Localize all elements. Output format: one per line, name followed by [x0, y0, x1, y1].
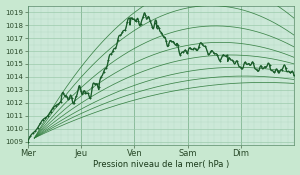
X-axis label: Pression niveau de la mer( hPa ): Pression niveau de la mer( hPa ) — [93, 160, 229, 169]
